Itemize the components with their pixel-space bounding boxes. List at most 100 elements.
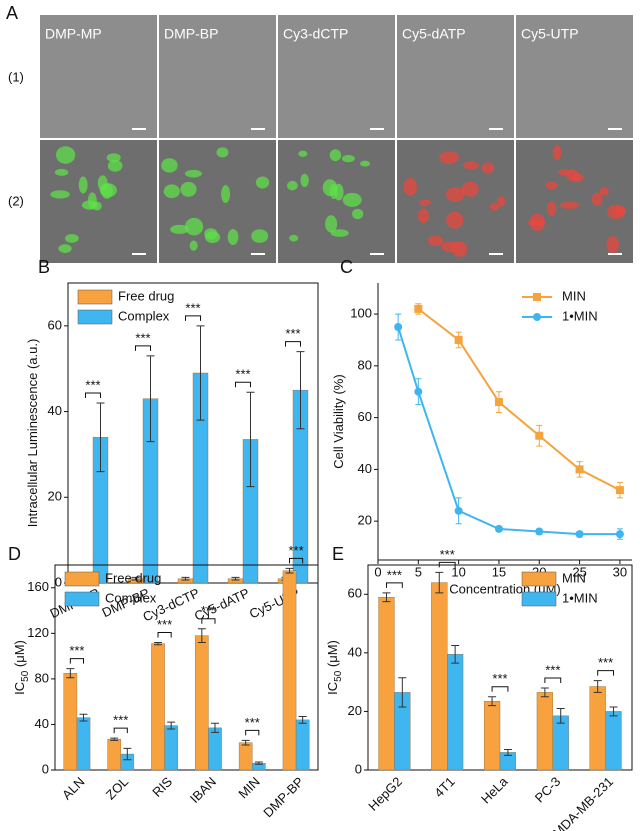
micrograph [516,15,633,138]
legend-marker [533,313,541,321]
bar [483,700,501,771]
y-axis-label: IC50 (μM) [325,640,343,695]
cell-signal [489,202,499,211]
y-tick-label: 60 [358,409,372,424]
cell-signal [417,208,429,224]
significance-bracket [544,677,562,683]
bar [282,570,297,771]
cell-signal [545,181,558,190]
marker [494,524,503,533]
cell-signal [325,215,338,233]
significance-bracket [285,341,301,347]
y-axis-label-part: 50 [20,670,31,682]
y-axis-label-part: (μM) [12,640,27,671]
cell-signal [427,235,444,247]
bar [589,686,606,771]
marker [414,387,423,396]
image-grid: DMP-MP DMP-BP Cy3-dCTP Cy5-dATP Cy5-UTP [40,15,633,263]
y-axis-label: IC50 (μM) [12,640,30,695]
x-tick-label: HepG2 [365,774,405,814]
cell-signal [81,200,98,210]
legend-label: MIN [562,570,586,585]
bar [63,672,78,771]
error-bar [241,739,250,746]
cell-signal [65,233,79,243]
bar [208,727,222,771]
panel-label: E [332,544,344,564]
legend-swatch [64,571,100,587]
cell-signal [99,183,117,198]
cell-signal [163,184,180,199]
error-bar [254,761,263,765]
significance-bracket [289,557,304,564]
marker [575,530,584,539]
column-title: Cy5-dATP [402,26,466,42]
error-bar [146,355,155,443]
y-axis-label: Intracellular Luminescence (a.u.) [25,339,40,528]
cell-signal [221,185,231,204]
x-tick-label: ZOL [103,774,131,802]
x-tick-label: 30 [613,564,627,579]
error-bar [96,402,105,473]
error-bar [382,592,391,603]
cell-signal [599,186,609,196]
cell-signal [161,158,178,173]
marker [454,335,463,344]
x-tick-label: 4T1 [431,774,457,800]
error-bar [298,715,307,724]
error-bar [593,680,602,693]
cell-signal [55,146,76,164]
significance-bracket [491,686,509,692]
cell-signal [180,181,197,197]
marker [615,530,624,539]
cell-signal [461,181,479,197]
cell-signal [419,199,431,206]
cell-signal [614,205,627,216]
y-tick-label: 100 [350,306,372,321]
column-title: DMP-BP [164,26,218,42]
error-bar [398,677,407,708]
cell-signal [334,183,344,201]
bar [295,719,310,771]
cell-signal [54,168,69,176]
cell-signal [529,213,545,232]
panel-label: A [6,3,18,23]
bar [195,635,209,771]
y-tick-label: 0 [55,574,62,589]
panel-label: C [340,257,353,277]
legend-swatch [521,571,557,587]
y-tick-label: 40 [35,716,49,731]
significance-bracket [185,315,201,321]
cell-signal [329,149,342,162]
error-bar [154,641,163,646]
x-tick-label: 10 [451,564,465,579]
cell-signal [170,224,189,234]
cell-signal [322,179,338,197]
micrograph [397,15,514,138]
x-tick-label: RIS [149,774,175,800]
bar [431,582,448,771]
cell-signal [330,229,349,237]
cell-signal [446,211,464,229]
column-title: DMP-MP [45,26,102,42]
row-label: (2) [8,193,24,208]
cell-signal [360,160,371,167]
panel-label: D [8,544,21,564]
y-tick-label: 160 [27,579,49,594]
significance-bracket [201,618,216,624]
y-axis-label: Cell Viability (%) [331,374,346,468]
cell-signal [78,176,88,194]
significance-bracket [135,345,151,351]
bar [107,739,121,771]
significance-label: *** [245,715,260,730]
column-title: Cy5-UTP [521,26,579,42]
marker [535,527,544,536]
significance-label: *** [387,567,402,582]
cell-signal [481,162,495,174]
y-tick-label: 120 [27,625,49,640]
bar [552,715,569,771]
error-bar [609,706,618,717]
y-tick-label: 20 [358,513,372,528]
error-bar [435,571,444,594]
bar [238,742,253,771]
